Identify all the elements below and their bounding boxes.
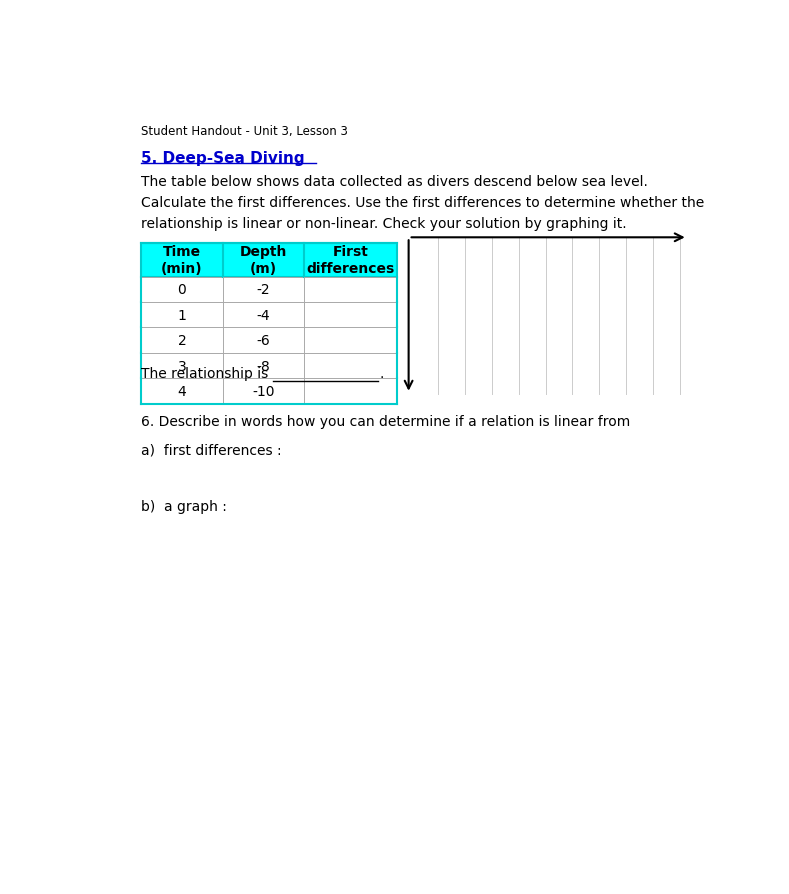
Text: Calculate the first differences. Use the first differences to determine whether : Calculate the first differences. Use the…: [141, 196, 705, 210]
Text: 5. Deep-Sea Diving: 5. Deep-Sea Diving: [141, 151, 305, 166]
Text: -10: -10: [252, 384, 275, 399]
Text: 3: 3: [178, 359, 186, 373]
Text: b)  a graph :: b) a graph :: [141, 500, 227, 513]
Text: Time
(min): Time (min): [161, 245, 203, 276]
Bar: [141, 353, 397, 379]
Text: -2: -2: [256, 283, 270, 297]
Text: Depth
(m): Depth (m): [240, 245, 287, 276]
Bar: [141, 277, 397, 303]
Bar: [141, 303, 397, 328]
Bar: [141, 243, 397, 277]
Text: 6. Describe in words how you can determine if a relation is linear from: 6. Describe in words how you can determi…: [141, 415, 630, 429]
Text: 4: 4: [178, 384, 186, 399]
Text: First
differences: First differences: [306, 245, 394, 276]
Bar: [141, 328, 397, 353]
Text: -4: -4: [256, 308, 270, 323]
Text: 1: 1: [178, 308, 186, 323]
Text: 0: 0: [178, 283, 186, 297]
Text: relationship is linear or non-linear. Check your solution by graphing it.: relationship is linear or non-linear. Ch…: [141, 216, 627, 231]
Text: a)  first differences :: a) first differences :: [141, 443, 282, 458]
Text: The relationship is: The relationship is: [141, 367, 268, 381]
Text: .: .: [380, 367, 384, 381]
Bar: [141, 379, 397, 404]
Text: The table below shows data collected as divers descend below sea level.: The table below shows data collected as …: [141, 175, 648, 189]
Text: -8: -8: [256, 359, 270, 373]
Text: 2: 2: [178, 333, 186, 348]
Text: -6: -6: [256, 333, 270, 348]
Text: Student Handout - Unit 3, Lesson 3: Student Handout - Unit 3, Lesson 3: [141, 125, 348, 138]
